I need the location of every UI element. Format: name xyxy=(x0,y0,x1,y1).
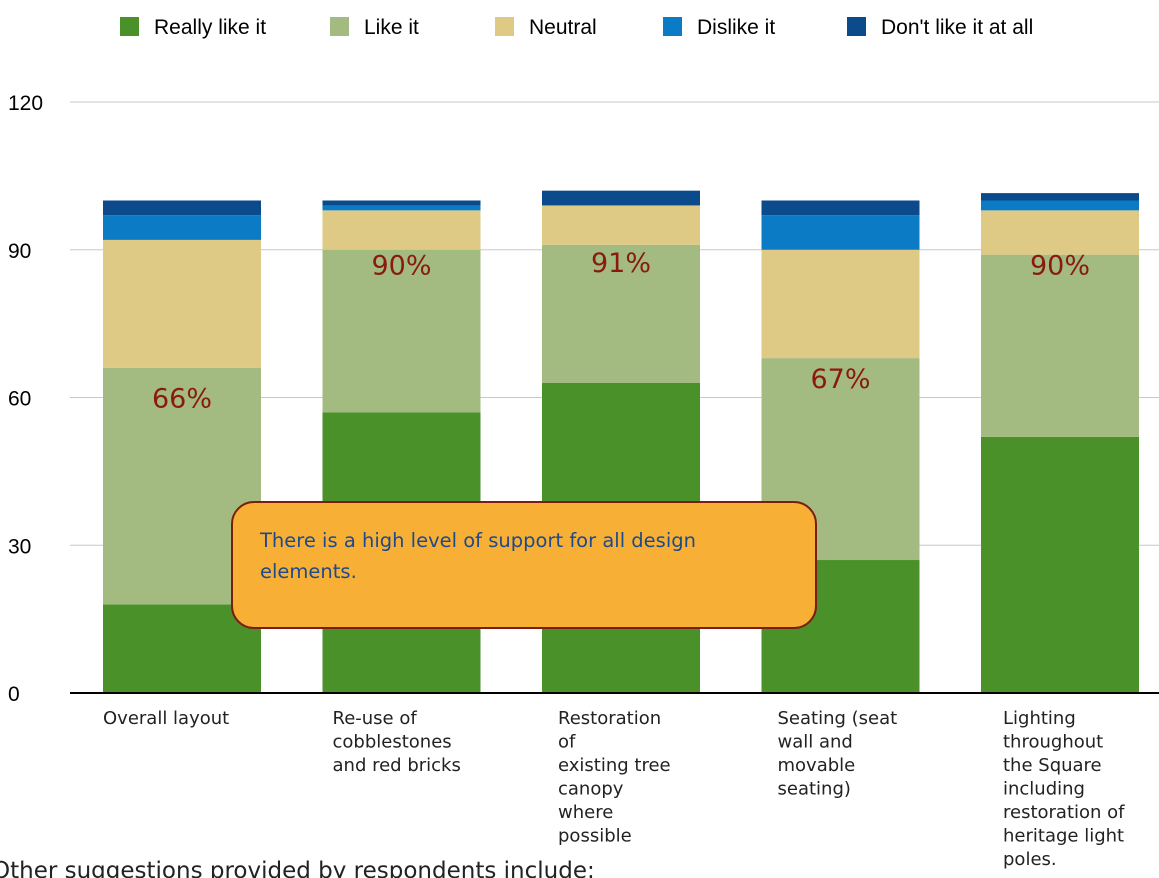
bar-segment xyxy=(542,244,700,383)
bar-segment xyxy=(981,436,1139,693)
percentage-label: 91% xyxy=(591,248,651,279)
legend-label: Neutral xyxy=(529,16,597,39)
bar-segment xyxy=(103,200,261,216)
callout-text-line-1: There is a high level of support for all… xyxy=(259,529,696,552)
percentage-label: 66% xyxy=(152,384,212,415)
bar-segment xyxy=(761,249,920,359)
y-tick-label: 120 xyxy=(8,92,43,115)
legend-swatch xyxy=(120,17,139,36)
legend-label: Really like it xyxy=(154,16,266,39)
legend-item: Dislike it xyxy=(663,16,775,39)
bar-segment xyxy=(981,210,1139,255)
legend-label: Like it xyxy=(364,16,419,39)
bar-segment xyxy=(542,190,700,206)
callout-text-line-2: elements. xyxy=(260,560,357,583)
callout-box xyxy=(231,501,817,629)
legend-swatch xyxy=(330,17,349,36)
bar-segment xyxy=(103,215,261,240)
bar-segment xyxy=(761,200,920,216)
bar-segment xyxy=(981,193,1139,201)
category-label: Lighting throughout the Square including res… xyxy=(1003,708,1125,870)
bar-segment xyxy=(981,254,1139,437)
legend-swatch xyxy=(495,17,514,36)
callout: There is a high level of support for all… xyxy=(231,501,817,629)
percentage-labels: 66% 90% 91% 67% 90% xyxy=(152,248,1090,414)
percentage-label: 90% xyxy=(1030,251,1090,282)
bar-segment xyxy=(103,604,261,693)
percentage-label: 67% xyxy=(810,364,870,395)
category-label: Re-use of cobblestones and red bricks xyxy=(333,708,461,776)
legend-label: Dislike it xyxy=(697,16,775,39)
y-axis-ticks: 0 30 60 90 120 xyxy=(8,92,43,706)
bar-segment xyxy=(542,205,700,245)
y-tick-label: 60 xyxy=(8,388,31,411)
bar-segment xyxy=(322,200,481,206)
bar-segment xyxy=(322,210,481,250)
legend-swatch xyxy=(663,17,682,36)
legend: Really like it Like it Neutral Dislike it Do… xyxy=(120,16,1033,39)
category-label: Seating (seat wall and movable seating) xyxy=(778,708,898,800)
y-tick-label: 90 xyxy=(8,240,31,263)
y-tick-label: 0 xyxy=(8,683,20,706)
bar-segment xyxy=(761,215,920,250)
category-label: Overall layout xyxy=(103,708,229,729)
y-tick-label: 30 xyxy=(8,535,31,558)
legend-swatch xyxy=(847,17,866,36)
bar-segment xyxy=(103,239,261,368)
legend-item: Don't like it at all xyxy=(847,16,1033,39)
legend-item: Neutral xyxy=(495,16,597,39)
category-label: Restoration of existing tree canopy where pos… xyxy=(558,708,671,847)
percentage-label: 90% xyxy=(371,251,431,282)
legend-item: Like it xyxy=(330,16,419,39)
bar-segment xyxy=(322,249,481,413)
legend-label: Don't like it at all xyxy=(881,16,1033,39)
footer-text: Other suggestions provided by respondent… xyxy=(0,858,595,878)
legend-item: Really like it xyxy=(120,16,266,39)
bar-segment xyxy=(322,205,481,211)
category-labels: Overall layout Re-use of cobblestones and r… xyxy=(103,708,1125,870)
bar-segment xyxy=(981,200,1139,211)
